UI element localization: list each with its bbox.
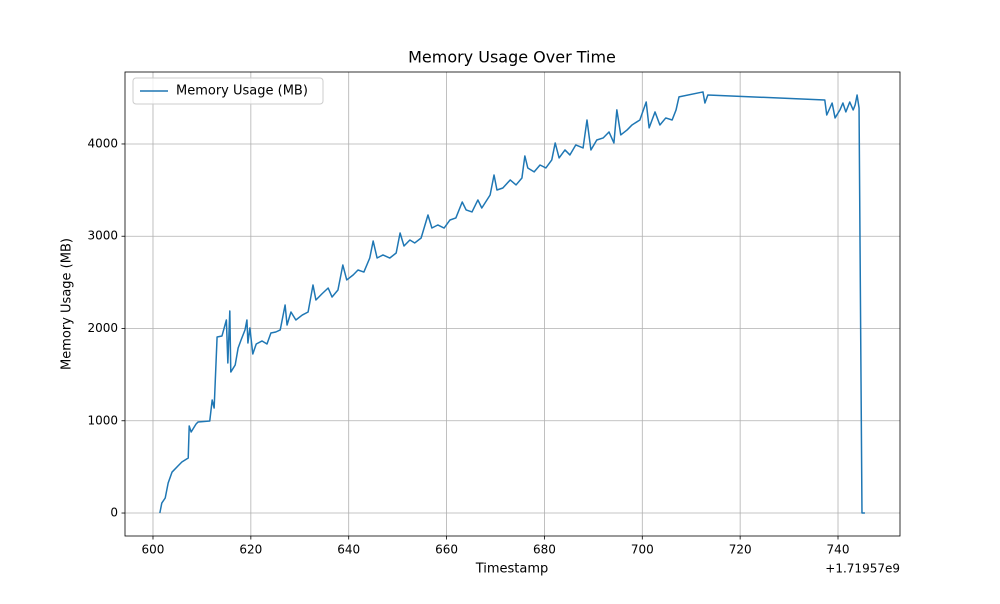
legend-box <box>132 77 324 105</box>
legend-label: Memory Usage (MB) <box>176 84 308 99</box>
x-tick-label: 620 <box>239 543 262 557</box>
x-tick-label: 640 <box>337 543 360 557</box>
x-tick-label: 660 <box>435 543 458 557</box>
x-tick-label: 740 <box>827 543 850 557</box>
y-tick-label: 2000 <box>87 321 118 335</box>
data-line <box>159 91 865 514</box>
y-tick-label: 1000 <box>87 413 118 427</box>
axes-frame <box>124 71 901 537</box>
x-tick-label: 680 <box>533 543 556 557</box>
x-offset-label: +1.71957e9 <box>825 562 900 576</box>
x-tick-label: 600 <box>142 543 165 557</box>
y-tick-label: 4000 <box>87 136 118 150</box>
y-tick-label: 0 <box>110 506 118 520</box>
x-tick-label: 720 <box>729 543 752 557</box>
x-axis-label: Timestamp <box>475 562 549 577</box>
y-tick-label: 3000 <box>87 229 118 243</box>
y-axis-label: Memory Usage (MB) <box>60 238 75 370</box>
x-tick-label: 700 <box>631 543 654 557</box>
chart-title: Memory Usage Over Time <box>408 48 616 67</box>
